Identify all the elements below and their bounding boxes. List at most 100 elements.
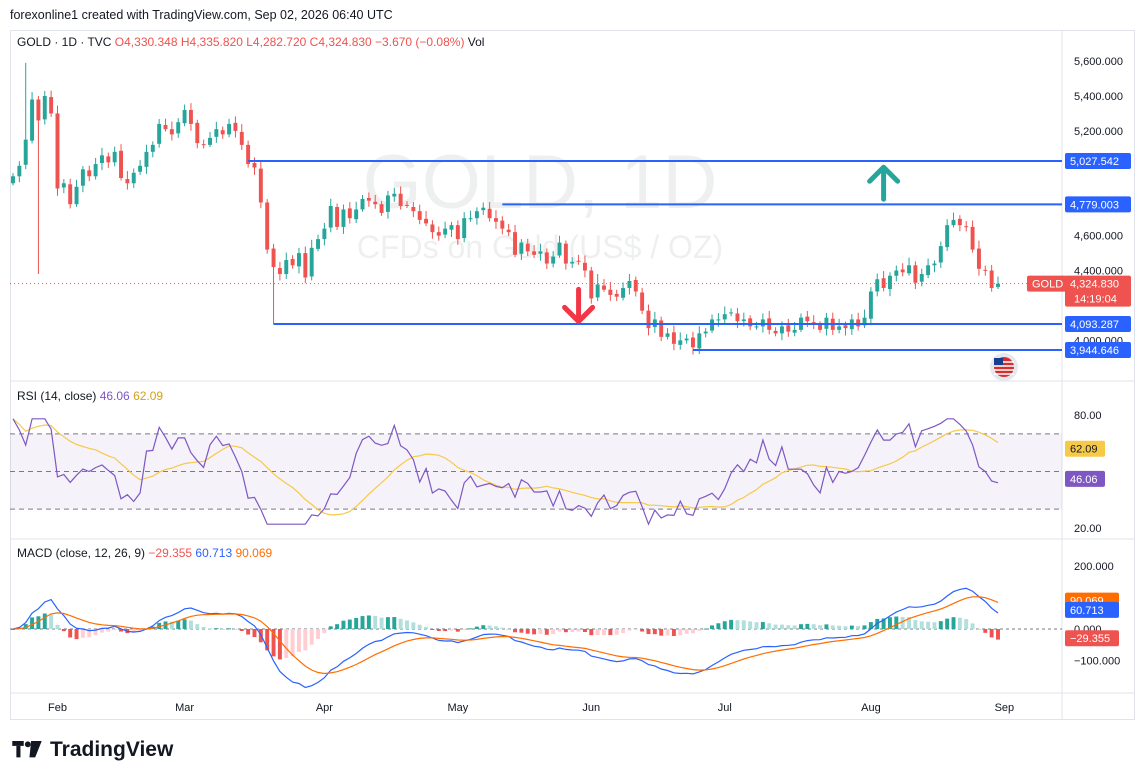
candle[interactable]	[258, 168, 263, 203]
candle[interactable]	[500, 220, 505, 229]
candle[interactable]	[163, 124, 168, 130]
candle[interactable]	[328, 205, 333, 228]
candle[interactable]	[366, 197, 371, 201]
candle[interactable]	[61, 183, 66, 188]
candle[interactable]	[996, 283, 1000, 287]
candle[interactable]	[621, 287, 626, 298]
candle[interactable]	[252, 163, 257, 168]
price-panel[interactable]	[10, 62, 1062, 381]
candle[interactable]	[506, 229, 511, 233]
candle[interactable]	[462, 218, 467, 239]
candle[interactable]	[722, 314, 727, 320]
candle[interactable]	[538, 251, 543, 254]
candle[interactable]	[112, 151, 117, 163]
candle[interactable]	[703, 331, 708, 334]
candle[interactable]	[887, 275, 892, 290]
candle[interactable]	[208, 137, 212, 145]
candle[interactable]	[837, 326, 842, 330]
candle[interactable]	[195, 122, 200, 144]
candle[interactable]	[23, 139, 28, 165]
candle[interactable]	[729, 312, 734, 314]
candle[interactable]	[220, 130, 225, 135]
candle[interactable]	[805, 316, 810, 322]
candle[interactable]	[246, 144, 251, 165]
candle[interactable]	[589, 270, 594, 299]
candle[interactable]	[296, 253, 301, 267]
candle[interactable]	[957, 218, 962, 226]
candle[interactable]	[792, 329, 797, 333]
candle[interactable]	[405, 204, 409, 206]
candle[interactable]	[379, 204, 384, 213]
candle[interactable]	[138, 165, 143, 172]
candle[interactable]	[951, 219, 956, 226]
candle[interactable]	[614, 293, 619, 297]
candle[interactable]	[316, 239, 321, 249]
candle[interactable]	[983, 269, 988, 271]
candle[interactable]	[55, 113, 60, 189]
candle[interactable]	[214, 129, 219, 137]
candle[interactable]	[455, 225, 460, 240]
candle[interactable]	[671, 332, 676, 344]
macd-panel[interactable]	[10, 587, 1062, 689]
candle[interactable]	[93, 164, 98, 177]
macd-line[interactable]	[12, 587, 999, 689]
candle[interactable]	[989, 270, 994, 288]
candle[interactable]	[684, 338, 689, 341]
rsi-ma-line[interactable]	[12, 418, 999, 516]
candle[interactable]	[487, 208, 492, 219]
rsi-line[interactable]	[12, 418, 999, 526]
candle[interactable]	[119, 150, 124, 179]
candle[interactable]	[106, 156, 111, 163]
candle[interactable]	[926, 265, 931, 276]
rsi-panel[interactable]	[10, 418, 1062, 526]
candle[interactable]	[398, 193, 403, 206]
candle[interactable]	[735, 313, 740, 322]
candle[interactable]	[87, 170, 92, 177]
candle[interactable]	[233, 122, 238, 131]
candle[interactable]	[271, 248, 276, 268]
candle[interactable]	[608, 289, 613, 295]
candle[interactable]	[449, 225, 454, 230]
candle[interactable]	[277, 268, 282, 275]
candle[interactable]	[779, 326, 784, 334]
candle[interactable]	[595, 284, 600, 298]
candle[interactable]	[773, 330, 778, 334]
candle[interactable]	[970, 226, 975, 250]
candle[interactable]	[563, 243, 568, 264]
candle[interactable]	[11, 176, 15, 184]
candle[interactable]	[868, 291, 873, 319]
candle[interactable]	[964, 226, 969, 228]
candle[interactable]	[938, 246, 943, 263]
candle[interactable]	[907, 265, 912, 274]
candle[interactable]	[424, 218, 429, 224]
candle[interactable]	[875, 279, 880, 292]
candle[interactable]	[80, 169, 85, 186]
candle[interactable]	[659, 320, 664, 337]
candle[interactable]	[602, 285, 606, 290]
candle[interactable]	[157, 123, 162, 144]
candle[interactable]	[582, 262, 587, 271]
candle[interactable]	[74, 186, 79, 205]
candle[interactable]	[576, 260, 581, 262]
candle[interactable]	[436, 232, 441, 236]
candle[interactable]	[557, 242, 562, 256]
candle[interactable]	[68, 184, 73, 205]
candle[interactable]	[322, 228, 327, 240]
candle[interactable]	[201, 144, 206, 146]
candle[interactable]	[474, 211, 479, 219]
candle[interactable]	[570, 261, 575, 264]
candle[interactable]	[373, 201, 378, 205]
candle[interactable]	[633, 279, 638, 292]
candle[interactable]	[284, 260, 289, 275]
candle[interactable]	[513, 232, 518, 255]
candle[interactable]	[392, 193, 397, 197]
candle[interactable]	[411, 206, 416, 212]
candle[interactable]	[843, 325, 848, 329]
candle[interactable]	[665, 333, 670, 337]
candle[interactable]	[481, 207, 486, 211]
candle[interactable]	[341, 209, 346, 227]
candle[interactable]	[748, 318, 753, 327]
candle[interactable]	[125, 179, 130, 184]
candle[interactable]	[360, 198, 365, 210]
candle[interactable]	[239, 131, 244, 145]
